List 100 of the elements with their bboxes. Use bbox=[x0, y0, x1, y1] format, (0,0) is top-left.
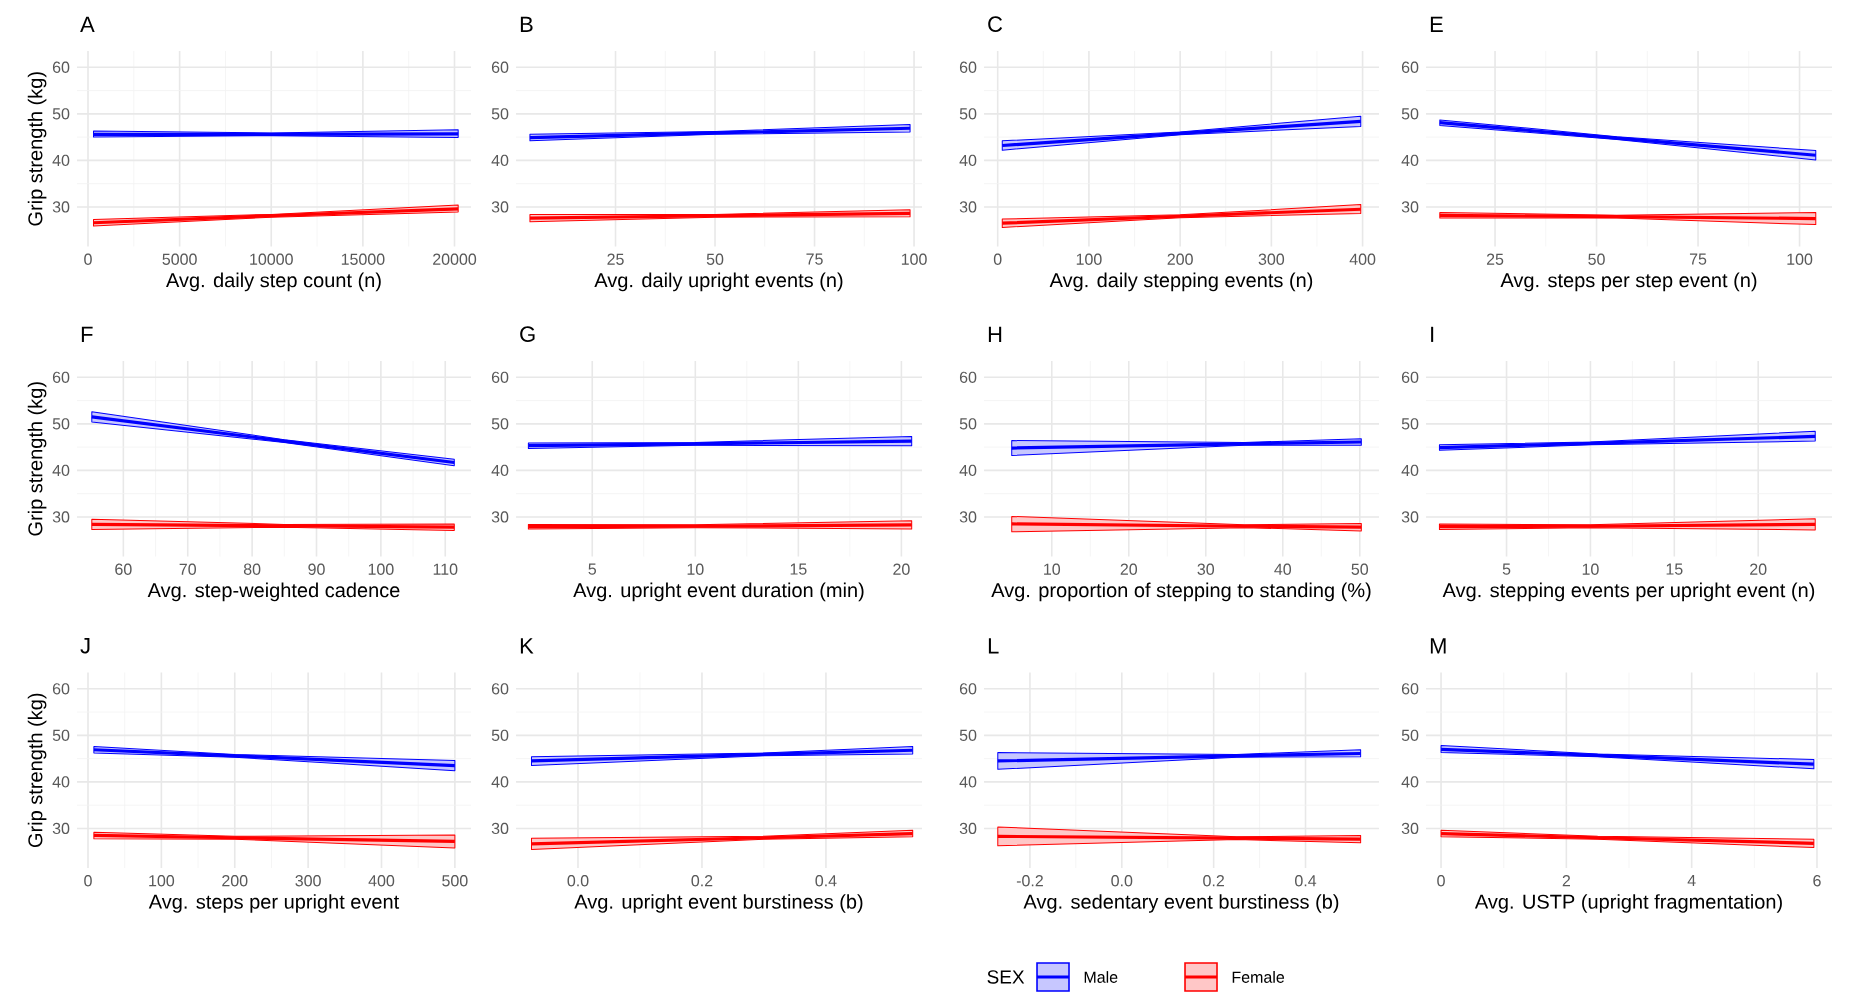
y-tick-label: 50 bbox=[52, 729, 70, 741]
y-tick-label: 60 bbox=[491, 683, 509, 695]
chart-title: E bbox=[1430, 16, 1443, 32]
chart-title: B bbox=[520, 16, 533, 32]
x-axis-title: Avg. steps per step event (n) bbox=[1500, 272, 1757, 292]
x-tick-label: 90 bbox=[308, 563, 325, 575]
y-tick-label: 60 bbox=[52, 61, 70, 73]
y-tick-label: 40 bbox=[491, 464, 509, 477]
chart-title: F bbox=[81, 326, 93, 342]
x-tick-label: 0.4 bbox=[815, 875, 837, 887]
x-axis-title: Avg. proportion of stepping to standing (%) bbox=[991, 582, 1371, 602]
x-axis-title: Avg. upright event burstiness (b) bbox=[574, 894, 863, 913]
chart-title: C bbox=[988, 16, 1003, 32]
chart-title: I bbox=[1431, 326, 1434, 342]
x-tick-label: 0.2 bbox=[1203, 875, 1224, 887]
x-tick-label: 0 bbox=[84, 253, 92, 265]
x-tick-label: 15 bbox=[1666, 563, 1683, 575]
y-tick-label: 60 bbox=[491, 61, 509, 73]
x-axis-title: Avg. USTP (upright fragmentation) bbox=[1474, 894, 1782, 913]
y-axis-title: Grip strength (kg) bbox=[27, 382, 47, 536]
x-axis-title: Avg. stepping events per upright event (n) bbox=[1442, 582, 1815, 602]
x-tick-label: 0 bbox=[993, 253, 1002, 265]
x-tick-label: 100 bbox=[1076, 253, 1102, 265]
x-tick-label: 0.0 bbox=[567, 875, 589, 887]
x-tick-label: -0.2 bbox=[1016, 875, 1043, 887]
y-tick-label: 40 bbox=[959, 154, 977, 167]
y-tick-label: 30 bbox=[959, 201, 977, 213]
legend-label: Female bbox=[1232, 971, 1285, 983]
x-tick-label: 5 bbox=[588, 563, 597, 575]
y-tick-label: 40 bbox=[1401, 154, 1419, 167]
x-axis-title: Avg. upright event duration (min) bbox=[573, 582, 864, 602]
x-tick-label: 10 bbox=[1044, 563, 1061, 575]
y-tick-label: 60 bbox=[959, 371, 977, 383]
y-tick-label: 50 bbox=[959, 418, 977, 430]
chart-title: M bbox=[1430, 638, 1446, 654]
y-tick-label: 40 bbox=[491, 154, 509, 167]
x-tick-label: 15 bbox=[790, 563, 807, 575]
y-tick-label: 60 bbox=[491, 371, 509, 383]
x-tick-label: 60 bbox=[115, 563, 132, 575]
chart-title: L bbox=[988, 638, 999, 654]
y-tick-label: 50 bbox=[1401, 108, 1419, 120]
x-tick-label: 0.0 bbox=[1111, 875, 1133, 887]
x-tick-label: 5000 bbox=[162, 253, 197, 265]
x-tick-label: 15000 bbox=[341, 253, 385, 265]
x-tick-label: 0 bbox=[1437, 875, 1445, 887]
x-axis-title: Avg. sedentary event burstiness (b) bbox=[1023, 894, 1339, 913]
x-axis-title: Avg. steps per upright event bbox=[148, 894, 400, 913]
x-axis-title: Avg. daily stepping events (n) bbox=[1049, 272, 1313, 292]
y-tick-label: 60 bbox=[1401, 61, 1419, 73]
x-tick-label: 200 bbox=[1167, 253, 1193, 265]
y-tick-label: 60 bbox=[1401, 371, 1419, 383]
x-tick-label: 100 bbox=[901, 253, 927, 265]
legend-title: SEX bbox=[987, 970, 1025, 984]
y-tick-label: 30 bbox=[959, 822, 977, 835]
y-tick-label: 50 bbox=[959, 108, 977, 120]
x-tick-label: 400 bbox=[368, 875, 395, 887]
y-tick-label: 50 bbox=[491, 108, 509, 120]
y-tick-label: 30 bbox=[1401, 201, 1419, 213]
x-tick-label: 75 bbox=[806, 253, 823, 265]
y-tick-label: 50 bbox=[1401, 729, 1419, 741]
y-tick-label: 40 bbox=[491, 776, 509, 788]
x-tick-label: 100 bbox=[1787, 253, 1813, 265]
x-tick-label: 40 bbox=[1274, 563, 1292, 575]
y-tick-label: 40 bbox=[959, 776, 977, 788]
x-axis-title: Avg. step-weighted cadence bbox=[147, 582, 400, 602]
x-tick-label: 100 bbox=[368, 563, 394, 575]
chart-title: J bbox=[80, 638, 90, 654]
x-tick-label: 25 bbox=[607, 253, 624, 265]
y-tick-label: 40 bbox=[959, 464, 977, 477]
x-tick-label: 200 bbox=[222, 875, 248, 887]
chart-title: G bbox=[520, 326, 535, 342]
y-tick-label: 60 bbox=[959, 683, 977, 695]
x-tick-label: 110 bbox=[433, 563, 458, 575]
x-tick-label: 100 bbox=[149, 875, 175, 887]
x-tick-label: 0 bbox=[84, 875, 92, 887]
y-tick-label: 50 bbox=[491, 729, 509, 741]
y-tick-label: 60 bbox=[52, 683, 70, 695]
y-tick-label: 30 bbox=[959, 511, 977, 523]
x-tick-label: 10000 bbox=[250, 253, 293, 265]
x-tick-label: 10 bbox=[687, 563, 704, 575]
x-tick-label: 20000 bbox=[433, 253, 477, 265]
y-tick-label: 30 bbox=[52, 201, 70, 213]
x-tick-label: 30 bbox=[1197, 563, 1215, 575]
y-tick-label: 30 bbox=[1401, 822, 1419, 835]
x-tick-label: 50 bbox=[1588, 253, 1605, 265]
x-tick-label: 300 bbox=[295, 875, 321, 887]
x-tick-label: 300 bbox=[1258, 253, 1285, 265]
x-tick-label: 20 bbox=[893, 563, 910, 575]
x-tick-label: 0.4 bbox=[1295, 875, 1317, 887]
x-tick-label: 75 bbox=[1689, 253, 1707, 265]
x-tick-label: 2 bbox=[1562, 875, 1571, 887]
x-tick-label: 25 bbox=[1486, 253, 1504, 265]
y-tick-label: 30 bbox=[52, 511, 70, 523]
y-tick-label: 50 bbox=[52, 418, 70, 430]
y-axis-title: Grip strength (kg) bbox=[27, 72, 47, 226]
x-tick-label: 10 bbox=[1582, 563, 1599, 575]
y-tick-label: 30 bbox=[491, 201, 509, 213]
y-tick-label: 40 bbox=[1401, 776, 1419, 788]
y-tick-label: 60 bbox=[52, 371, 70, 383]
x-tick-label: 500 bbox=[442, 875, 468, 887]
